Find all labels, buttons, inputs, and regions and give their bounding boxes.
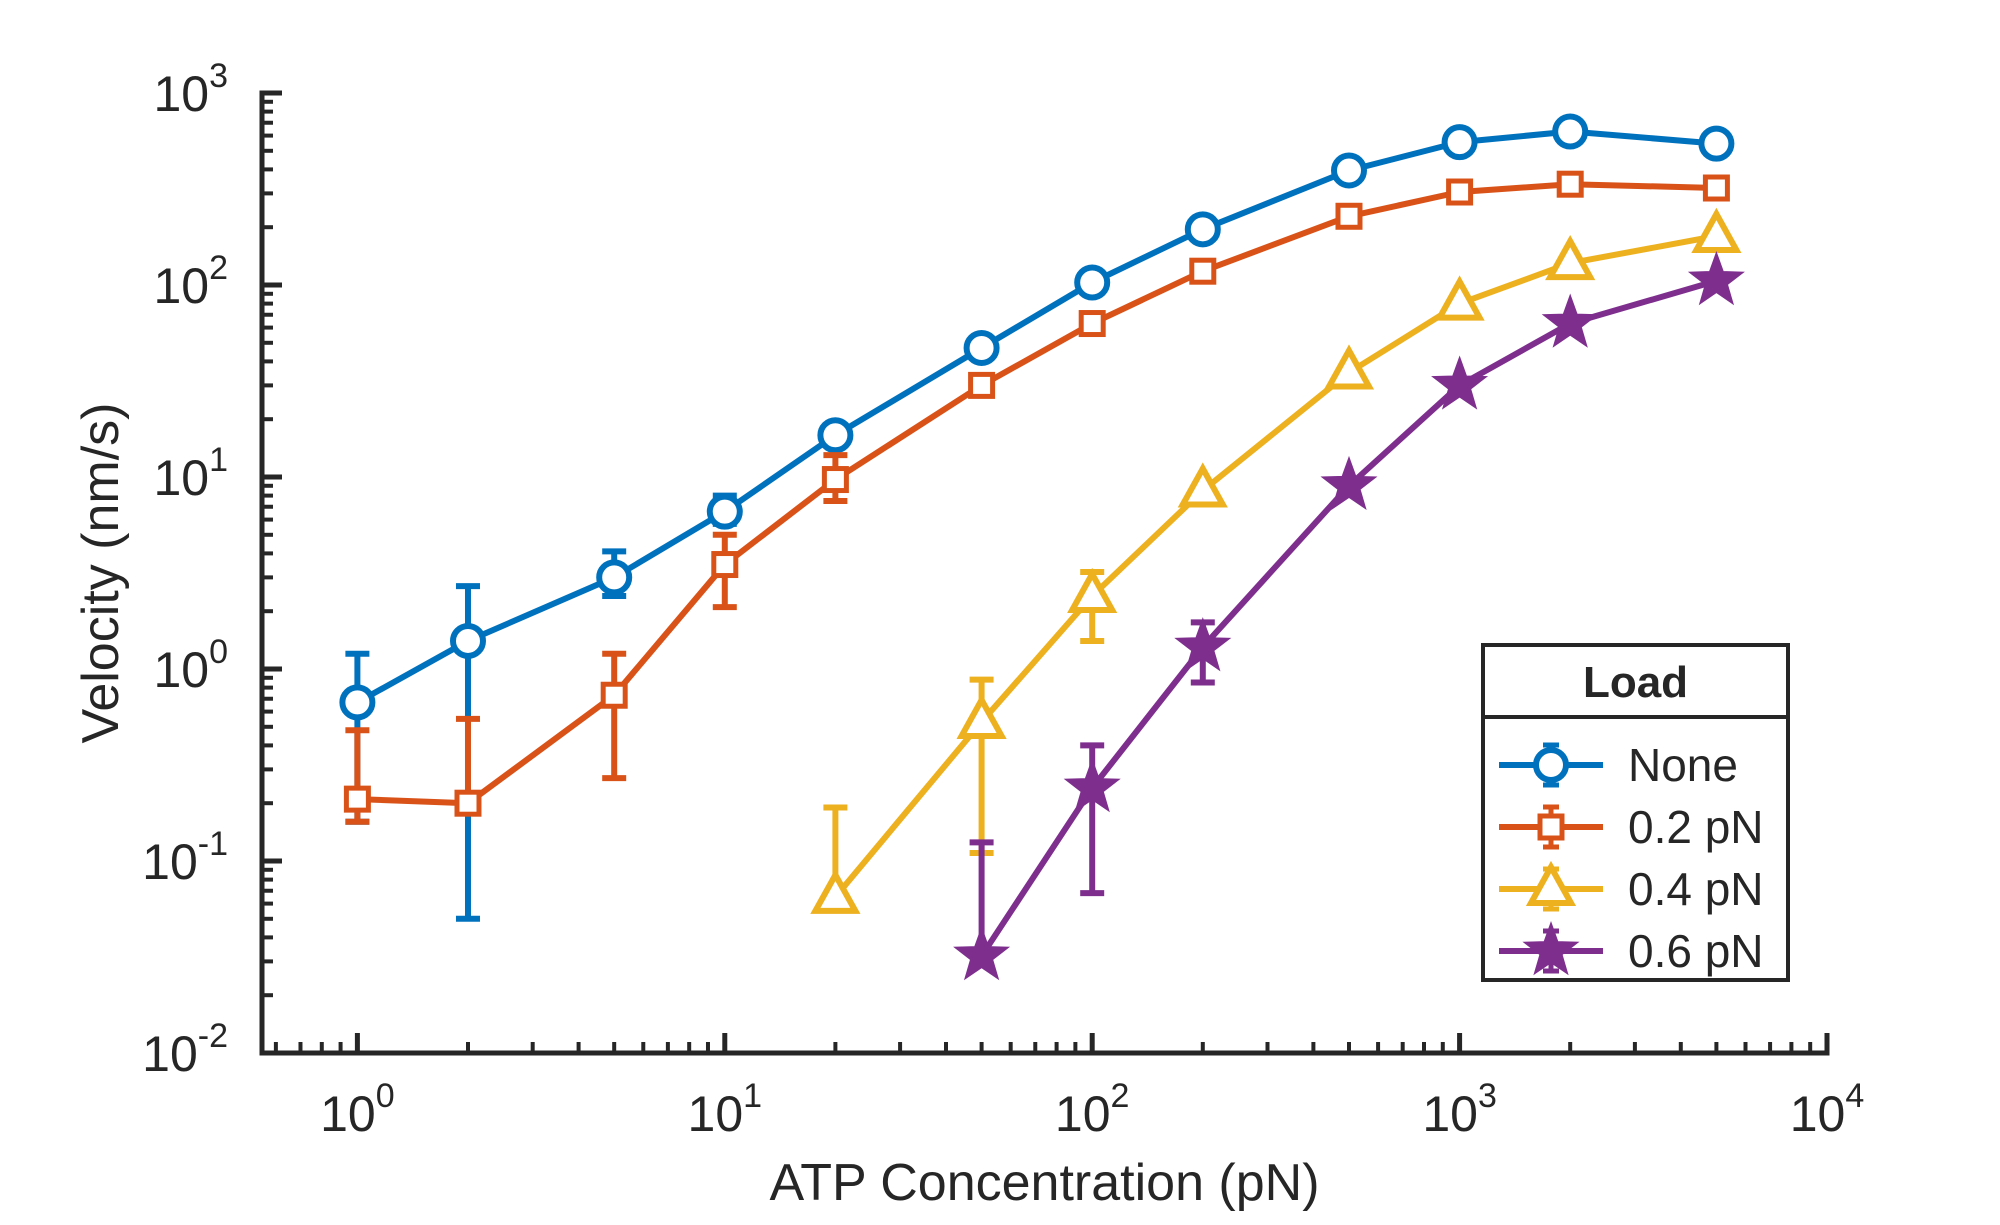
series-2 <box>343 170 1730 825</box>
series-line <box>357 181 1717 807</box>
legend-marker <box>1533 747 1569 783</box>
data-point <box>454 789 482 817</box>
data-point <box>1702 174 1730 202</box>
x-tick-label: 101 <box>688 1077 763 1142</box>
data-point <box>1078 310 1106 338</box>
data-point <box>1184 211 1221 248</box>
data-point <box>711 551 739 579</box>
series-4 <box>953 250 1745 981</box>
data-point <box>1323 344 1375 390</box>
data-point <box>706 493 743 530</box>
data-point <box>1556 170 1584 198</box>
data-point <box>953 926 1011 981</box>
legend-label: 0.2 pN <box>1628 801 1764 853</box>
data-point <box>963 329 1000 366</box>
data-point <box>1691 207 1742 253</box>
y-tick-label: 101 <box>153 441 228 506</box>
data-point <box>1687 250 1745 306</box>
data-point <box>596 559 633 596</box>
data-point <box>600 681 628 709</box>
data-point <box>339 684 376 721</box>
legend-label: None <box>1628 739 1738 791</box>
data-point <box>1063 758 1121 813</box>
x-tick-label: 103 <box>1422 1077 1497 1142</box>
data-point <box>817 417 854 454</box>
data-point <box>1320 455 1378 510</box>
legend-marker <box>1525 860 1577 906</box>
data-point <box>1434 275 1485 321</box>
data-point <box>1189 257 1217 285</box>
legend-title: Load <box>1583 658 1688 707</box>
data-point <box>449 622 486 659</box>
data-point <box>1431 355 1489 410</box>
data-point <box>956 693 1007 739</box>
series-3 <box>810 207 1742 914</box>
legend-box <box>1481 643 1790 982</box>
x-axis-title: ATP Concentration (pN) <box>769 1154 1319 1212</box>
legend-entry: 0.6 pN <box>1499 921 1764 977</box>
data-point <box>821 466 849 494</box>
legend-entry: None <box>1499 739 1738 791</box>
legend-label: 0.4 pN <box>1628 863 1764 915</box>
x-tick-label: 104 <box>1790 1077 1865 1142</box>
data-point <box>1541 293 1599 348</box>
legend-entry: 0.2 pN <box>1499 801 1764 853</box>
series-line <box>355 128 1717 706</box>
legend-marker <box>1537 813 1565 841</box>
data-point <box>810 868 861 914</box>
legend-entry: 0.4 pN <box>1499 860 1764 915</box>
y-tick-label: 102 <box>153 249 228 314</box>
axes: 100 101 102 103 104 10-2 10-1 100 101 102 103 <box>142 57 1864 1142</box>
data-point <box>1177 462 1228 508</box>
data-point <box>343 785 371 813</box>
data-point <box>1074 264 1111 301</box>
data-point <box>1552 113 1589 150</box>
y-tick-label: 10-2 <box>142 1017 228 1082</box>
x-tick-label: 102 <box>1055 1077 1130 1142</box>
y-tick-label: 103 <box>153 57 228 122</box>
data-point <box>1335 202 1363 230</box>
x-tick-label: 100 <box>320 1077 395 1142</box>
legend-label: 0.6 pN <box>1628 925 1764 977</box>
data-point <box>1545 234 1596 281</box>
legend: Load None 0.2 pN 0.4 pN 0.6 pN <box>1481 643 1790 982</box>
data-point <box>1174 617 1232 672</box>
data-point <box>968 371 996 399</box>
legend-marker <box>1522 921 1580 976</box>
y-tick-label: 10-1 <box>142 825 228 890</box>
data-point <box>1446 178 1474 206</box>
data-point <box>1330 152 1367 189</box>
data-point <box>1441 124 1478 161</box>
data-point <box>1067 567 1118 613</box>
data-point <box>1698 125 1735 162</box>
y-tick-label: 100 <box>153 633 228 698</box>
y-axis-title: Velocity (nm/s) <box>72 403 130 744</box>
series-1 <box>339 113 1735 922</box>
plot-area <box>339 113 1745 981</box>
